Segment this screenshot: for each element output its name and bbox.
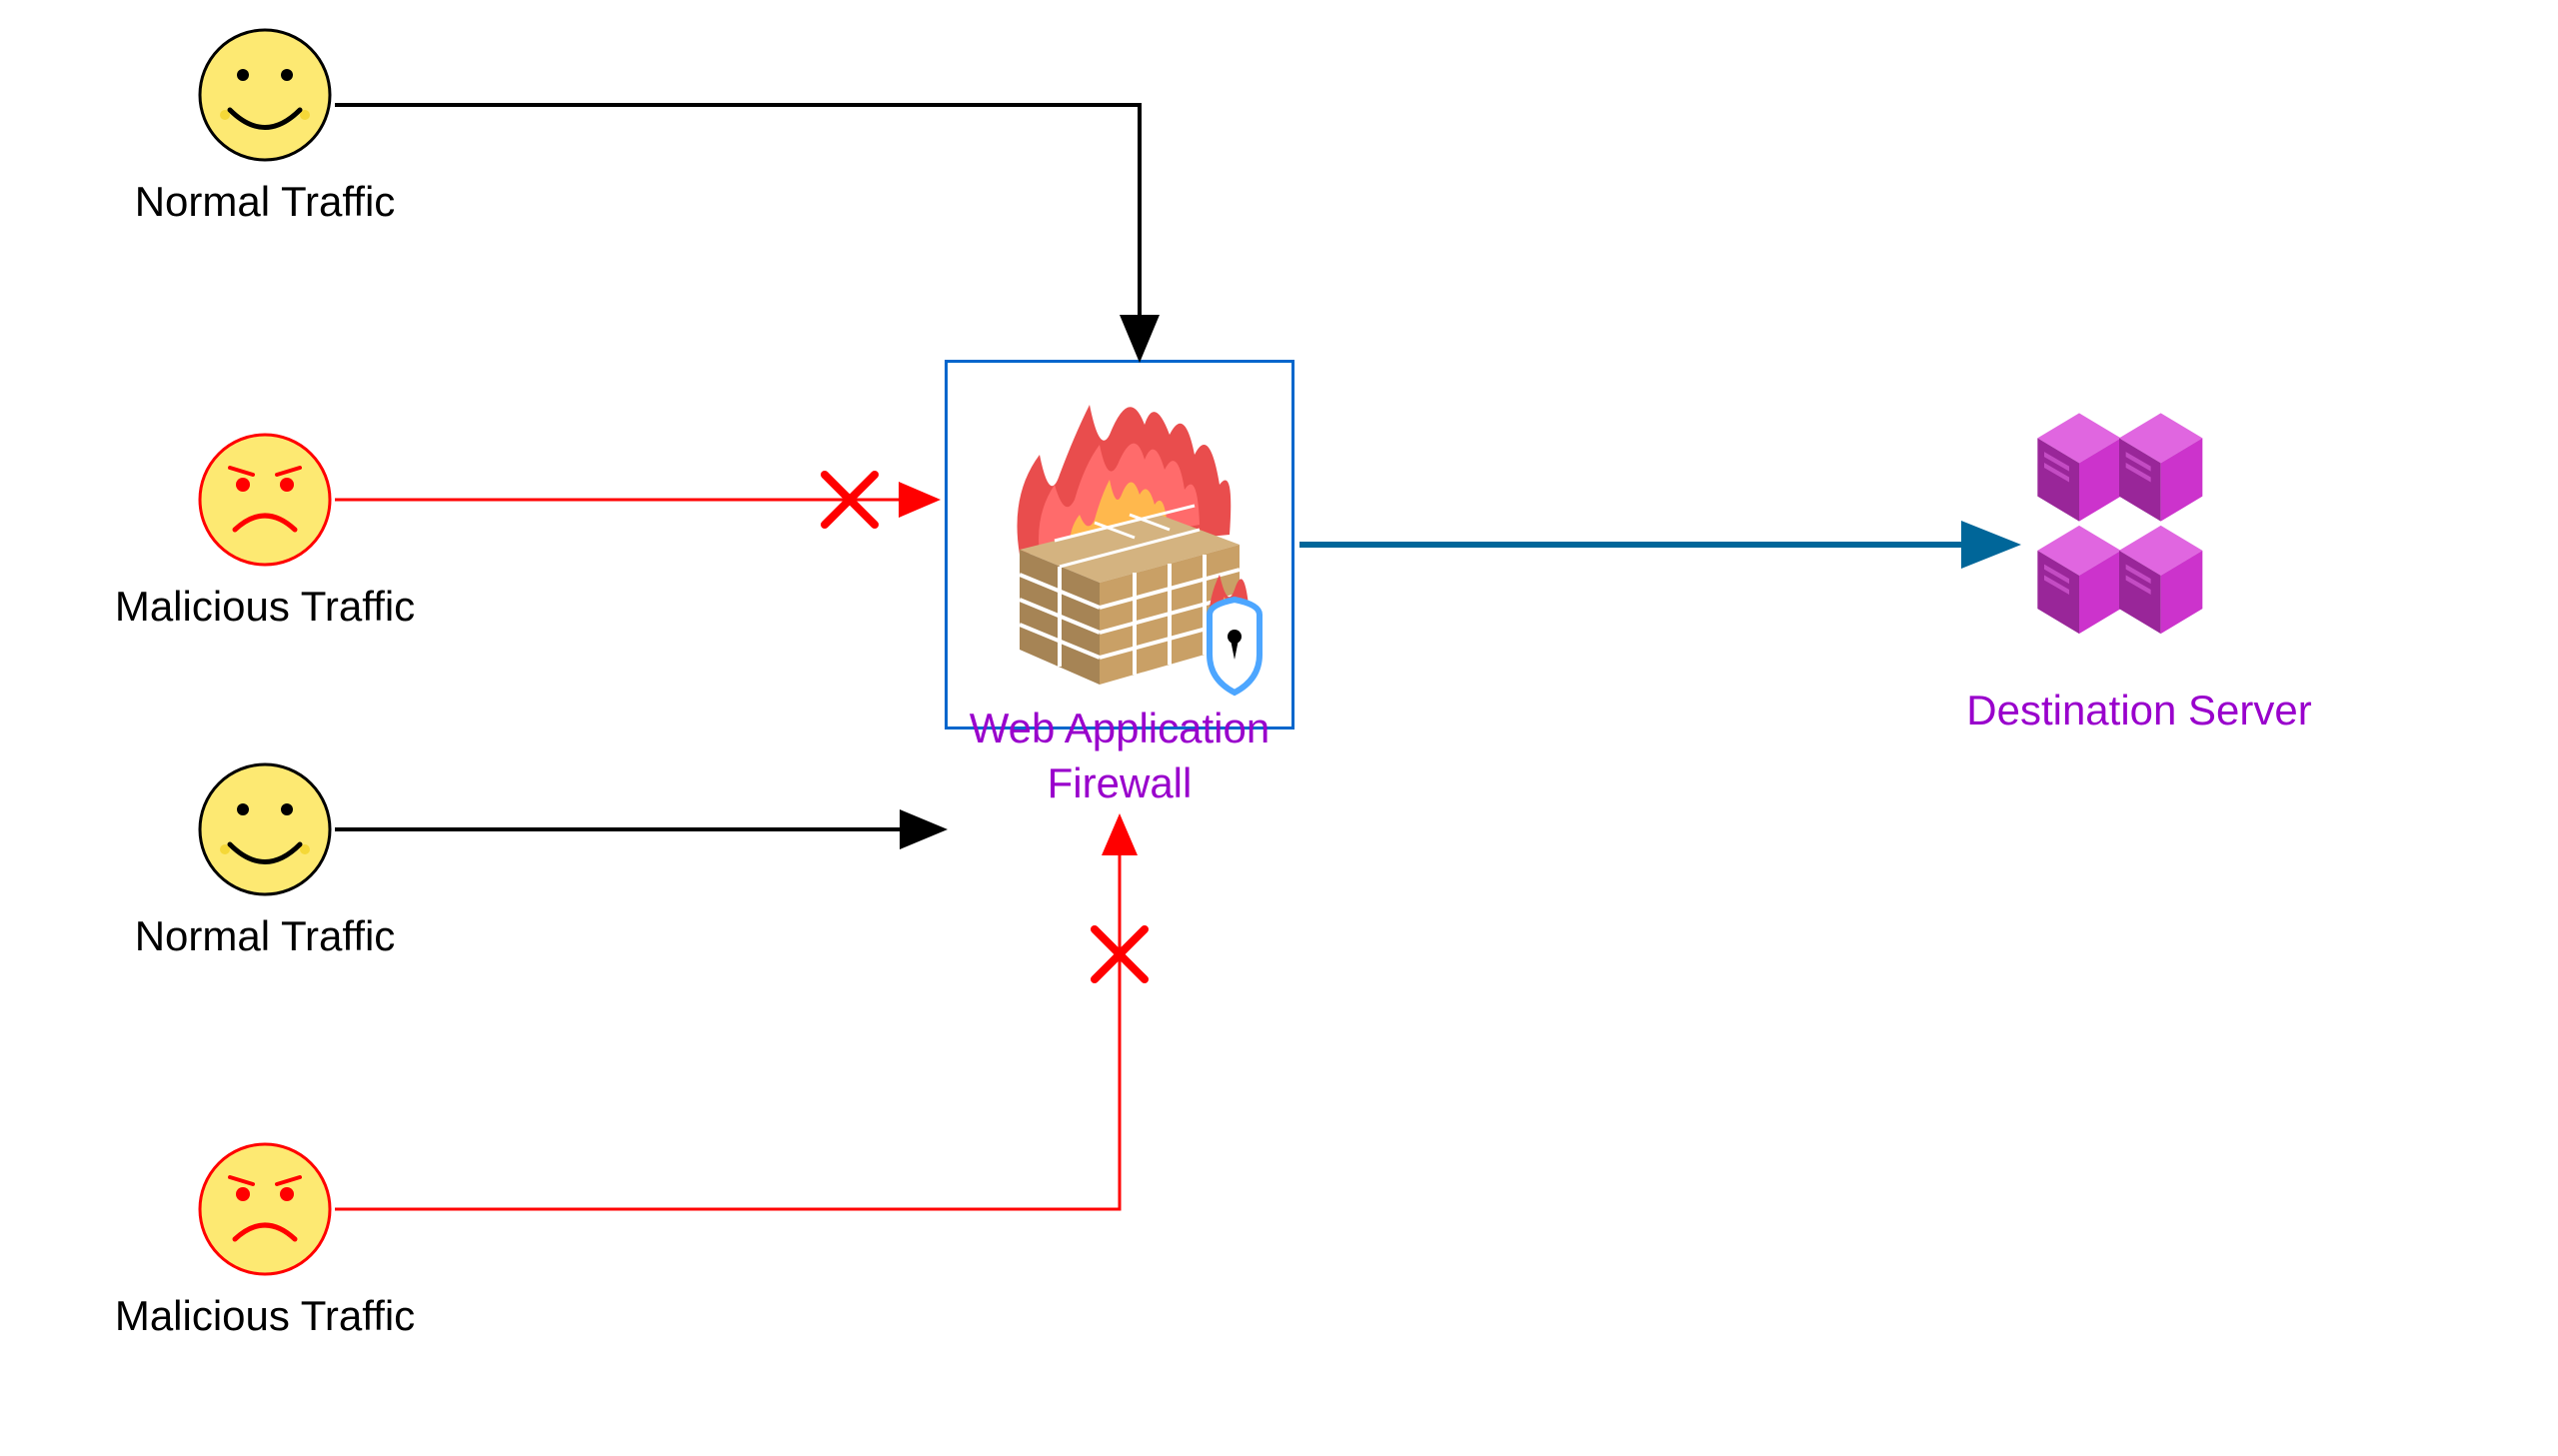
malicious-traffic-label-1: Malicious Traffic [105, 583, 425, 631]
smiley-face-icon [195, 759, 335, 899]
firewall-icon [960, 375, 1279, 715]
malicious-traffic-node-2: Malicious Traffic [195, 1139, 425, 1340]
destination-server-label: Destination Server [1949, 687, 2329, 734]
angry-face-icon [195, 430, 335, 570]
waf-label-line1: Web Application [970, 705, 1270, 751]
flowchart-diagram: Normal Traffic Malicious Traffic Normal … [0, 0, 2558, 1456]
malicious-traffic-label-2: Malicious Traffic [105, 1292, 425, 1340]
waf-label-line2: Firewall [1048, 759, 1193, 806]
destination-server-node: Destination Server [2019, 390, 2329, 734]
x-mark-1 [820, 470, 880, 530]
normal-traffic-node-1: Normal Traffic [195, 25, 415, 226]
normal-traffic-label-1: Normal Traffic [115, 178, 415, 226]
waf-label: Web Application Firewall [945, 702, 1294, 810]
normal-traffic-node-2: Normal Traffic [195, 759, 415, 960]
angry-face-icon [195, 1139, 335, 1279]
smiley-face-icon [195, 25, 335, 165]
normal-traffic-label-2: Normal Traffic [115, 912, 415, 960]
x-mark-2 [1090, 924, 1150, 984]
server-rack-icon [2019, 390, 2219, 670]
firewall-box [945, 360, 1294, 729]
waf-node: Web Application Firewall [945, 360, 1294, 810]
malicious-traffic-node-1: Malicious Traffic [195, 430, 425, 631]
